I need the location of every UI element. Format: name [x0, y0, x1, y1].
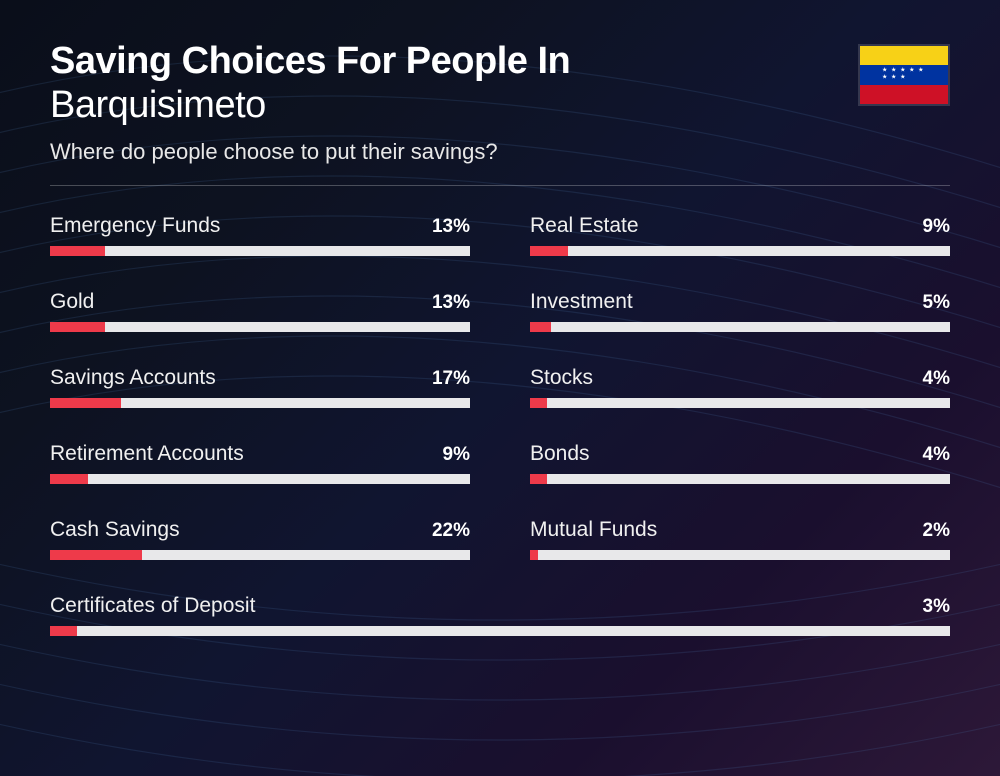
flag-stars: ★ ★ ★ ★ ★ ★ ★ ★: [882, 67, 926, 81]
header: Saving Choices For People In Barquisimet…: [50, 40, 950, 165]
bar-fill: [530, 550, 538, 560]
bar-item: Retirement Accounts 9%: [50, 442, 470, 484]
subtitle: Where do people choose to put their savi…: [50, 139, 950, 165]
bar-item: Real Estate 9%: [530, 214, 950, 256]
bar-item: Investment 5%: [530, 290, 950, 332]
bar-item: Gold 13%: [50, 290, 470, 332]
bar-fill: [530, 398, 547, 408]
bar-item: Mutual Funds 2%: [530, 518, 950, 560]
bar-track: [50, 474, 470, 484]
bar-fill: [530, 322, 551, 332]
bar-grid: Emergency Funds 13% Real Estate 9% Gold 13% In…: [50, 214, 950, 636]
bar-track: [530, 322, 950, 332]
bar-item: Emergency Funds 13%: [50, 214, 470, 256]
bar-value: 13%: [432, 216, 470, 238]
bar-label: Investment: [530, 290, 633, 314]
bar-header: Savings Accounts 17%: [50, 366, 470, 390]
flag-stripe-yellow: [860, 46, 948, 65]
bar-fill: [50, 398, 121, 408]
title-bold: Saving Choices For People In: [50, 40, 950, 84]
bar-header: Cash Savings 22%: [50, 518, 470, 542]
bar-value: 4%: [923, 368, 950, 390]
bar-track: [530, 550, 950, 560]
bar-track: [530, 474, 950, 484]
bar-value: 9%: [443, 444, 470, 466]
bar-header: Bonds 4%: [530, 442, 950, 466]
bar-value: 2%: [923, 520, 950, 542]
bar-track: [50, 626, 950, 636]
bar-label: Real Estate: [530, 214, 639, 238]
bar-item: Bonds 4%: [530, 442, 950, 484]
divider: [50, 185, 950, 186]
bar-item: Savings Accounts 17%: [50, 366, 470, 408]
bar-label: Retirement Accounts: [50, 442, 244, 466]
bar-value: 5%: [923, 292, 950, 314]
title-light: Barquisimeto: [50, 84, 950, 128]
bar-track: [50, 246, 470, 256]
bar-label: Bonds: [530, 442, 590, 466]
flag-venezuela: ★ ★ ★ ★ ★ ★ ★ ★: [858, 44, 950, 106]
bar-fill: [530, 474, 547, 484]
bar-value: 22%: [432, 520, 470, 542]
bar-fill: [50, 550, 142, 560]
bar-track: [530, 246, 950, 256]
bar-value: 9%: [923, 216, 950, 238]
bar-label: Savings Accounts: [50, 366, 216, 390]
bar-fill: [530, 246, 568, 256]
bar-fill: [50, 474, 88, 484]
bar-label: Emergency Funds: [50, 214, 220, 238]
bar-header: Certificates of Deposit 3%: [50, 594, 950, 618]
bar-value: 13%: [432, 292, 470, 314]
bar-header: Stocks 4%: [530, 366, 950, 390]
bar-track: [530, 398, 950, 408]
bar-label: Certificates of Deposit: [50, 594, 255, 618]
bar-value: 4%: [923, 444, 950, 466]
bar-fill: [50, 626, 77, 636]
bar-label: Gold: [50, 290, 94, 314]
bar-track: [50, 398, 470, 408]
bar-header: Investment 5%: [530, 290, 950, 314]
bar-fill: [50, 322, 105, 332]
bar-label: Mutual Funds: [530, 518, 657, 542]
bar-track: [50, 550, 470, 560]
bar-track: [50, 322, 470, 332]
bar-header: Gold 13%: [50, 290, 470, 314]
bar-value: 17%: [432, 368, 470, 390]
bar-fill: [50, 246, 105, 256]
bar-label: Stocks: [530, 366, 593, 390]
bar-header: Real Estate 9%: [530, 214, 950, 238]
bar-item: Cash Savings 22%: [50, 518, 470, 560]
flag-stripe-blue: ★ ★ ★ ★ ★ ★ ★ ★: [860, 65, 948, 84]
content-container: Saving Choices For People In Barquisimet…: [0, 0, 1000, 676]
bar-header: Emergency Funds 13%: [50, 214, 470, 238]
bar-label: Cash Savings: [50, 518, 180, 542]
bar-value: 3%: [923, 596, 950, 618]
bar-header: Mutual Funds 2%: [530, 518, 950, 542]
bar-item: Certificates of Deposit 3%: [50, 594, 950, 636]
flag-stripe-red: [860, 85, 948, 104]
bar-header: Retirement Accounts 9%: [50, 442, 470, 466]
bar-item: Stocks 4%: [530, 366, 950, 408]
